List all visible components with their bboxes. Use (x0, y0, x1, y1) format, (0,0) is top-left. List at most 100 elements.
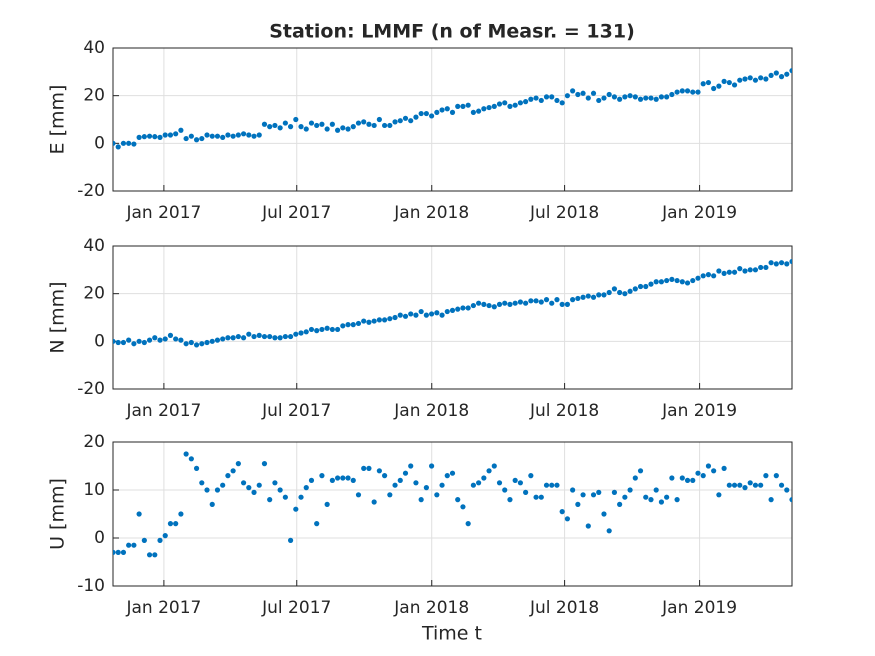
data-point (789, 68, 792, 74)
data-point (481, 475, 487, 481)
data-point (157, 537, 163, 544)
data-point (674, 497, 680, 503)
data-point (585, 293, 591, 299)
data-point (423, 485, 429, 491)
data-point (778, 74, 785, 80)
data-point (418, 308, 424, 315)
data-point (314, 521, 320, 527)
data-point (267, 333, 273, 340)
data-point (141, 537, 147, 544)
data-point (653, 96, 659, 102)
data-point (580, 492, 586, 498)
markers (113, 258, 792, 348)
data-point (700, 81, 706, 87)
data-point (308, 326, 315, 333)
data-point (146, 133, 153, 139)
data-point (585, 95, 591, 101)
data-point (570, 297, 576, 303)
data-point (120, 140, 127, 146)
data-point (726, 269, 732, 275)
x-tick-label: Jul 2018 (529, 203, 599, 223)
data-point (575, 295, 581, 302)
data-point (502, 300, 508, 306)
data-point (167, 521, 174, 527)
data-point (298, 330, 304, 336)
data-point (481, 301, 487, 307)
data-point (324, 126, 330, 132)
data-point (418, 497, 424, 503)
data-point (434, 492, 440, 498)
data-point (429, 463, 435, 469)
data-point (193, 465, 200, 471)
plot-area (112, 441, 793, 587)
data-point (658, 499, 665, 505)
plot-area (112, 245, 793, 390)
data-point (418, 110, 424, 117)
data-point (225, 473, 231, 479)
data-point (308, 120, 315, 126)
data-point (789, 258, 792, 265)
data-point (220, 134, 226, 140)
data-point (658, 279, 665, 285)
data-point (178, 337, 184, 343)
data-point (606, 289, 612, 296)
data-point (648, 497, 654, 503)
data-point (690, 89, 696, 95)
data-point (387, 492, 393, 498)
data-point (449, 470, 456, 476)
data-point (371, 122, 377, 129)
data-point (632, 286, 638, 292)
data-point (684, 280, 691, 286)
data-point (731, 269, 738, 275)
y-axis-label: E [mm] (47, 85, 69, 155)
data-point (429, 113, 435, 119)
y-tick-label: 20 (83, 86, 105, 106)
x-tick-label: Jul 2017 (261, 598, 331, 618)
x-tick-label: Jan 2019 (661, 203, 737, 223)
data-point (115, 549, 121, 556)
data-point (146, 337, 153, 343)
data-point (246, 485, 252, 491)
data-point (512, 102, 518, 108)
data-point (157, 337, 163, 343)
data-point (340, 323, 346, 329)
data-point (350, 124, 356, 130)
data-point (778, 482, 785, 488)
data-point (601, 511, 607, 517)
data-point (408, 118, 414, 124)
data-point (491, 463, 497, 469)
data-point (334, 475, 341, 481)
data-point (669, 276, 675, 282)
data-point (491, 103, 497, 109)
data-point (679, 88, 685, 94)
data-point (152, 552, 158, 558)
plot-area (112, 47, 793, 192)
data-point (523, 300, 529, 306)
data-point (345, 475, 351, 481)
data-point (298, 494, 304, 500)
data-point (329, 477, 335, 483)
data-point (392, 482, 398, 488)
data-point (240, 480, 247, 486)
data-point (726, 482, 732, 488)
data-point (465, 521, 471, 527)
data-point (334, 127, 341, 133)
data-point (293, 331, 299, 337)
data-point (324, 501, 330, 507)
data-point (721, 270, 727, 277)
data-point (517, 299, 524, 305)
data-point (152, 134, 158, 140)
data-point (596, 292, 602, 298)
data-point (193, 342, 200, 348)
data-point (465, 305, 471, 311)
data-point (716, 492, 722, 498)
data-point (449, 109, 456, 115)
data-point (246, 331, 252, 337)
data-point (366, 319, 372, 325)
data-point (277, 335, 283, 341)
data-point (538, 299, 544, 305)
data-point (366, 121, 372, 127)
x-tick-label: Jul 2018 (529, 598, 599, 618)
data-point (308, 477, 315, 483)
data-point (173, 131, 179, 137)
